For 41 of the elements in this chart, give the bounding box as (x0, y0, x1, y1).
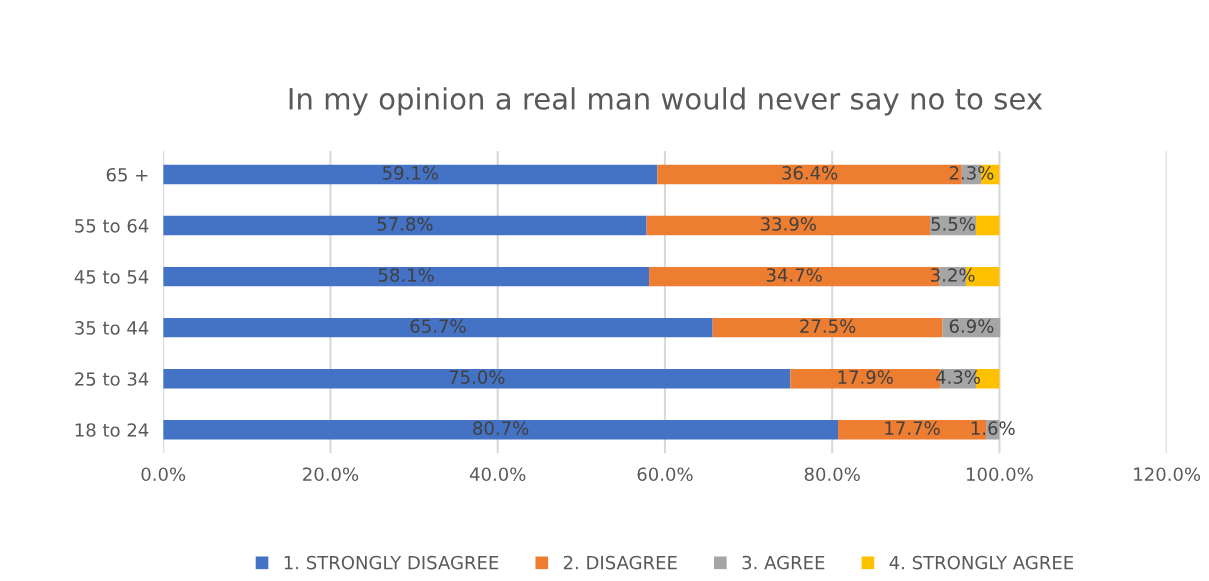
legend-label: 2. DISAGREE (563, 555, 677, 570)
data-label: 58.1% (378, 268, 434, 282)
y-tick-label: 18 to 24 (75, 423, 149, 437)
bar (163, 215, 647, 236)
data-label: 17.7% (885, 421, 940, 435)
data-label: 59.1% (383, 166, 438, 180)
bar (163, 266, 650, 287)
legend-label: 1. STRONGLY DISAGREE (284, 555, 499, 570)
y-tick-label: 65 + (106, 167, 148, 182)
data-label: 34.7% (766, 268, 822, 282)
bar (646, 215, 931, 236)
x-tick-label: 60.0% (637, 467, 693, 482)
y-tick-label: 25 to 34 (75, 372, 149, 386)
data-label: 57.8% (377, 217, 433, 231)
data-label: 36.4% (782, 166, 838, 180)
x-tick-label: 80.0% (804, 467, 860, 482)
data-label: 6.9% (949, 319, 994, 333)
legend-label: 3. AGREE (742, 555, 825, 570)
y-tick-label: 55 to 64 (75, 219, 149, 233)
data-label: 80.7% (473, 421, 529, 435)
bar (163, 420, 839, 440)
data-label: 17.9% (838, 370, 893, 384)
x-tick-label: 20.0% (303, 467, 359, 482)
bar (163, 317, 713, 338)
data-label: 5.5% (931, 217, 975, 231)
chart-title: In my opinion a real man would never say no to sex (289, 87, 1043, 116)
bar (976, 215, 1000, 236)
x-tick-label: 40.0% (469, 467, 526, 482)
legend-label: 4. STRONGLY AGREE (889, 555, 1074, 570)
x-tick-label: 100.0% (967, 467, 1033, 482)
y-tick-label: 35 to 44 (75, 321, 149, 335)
data-label: 33.9% (760, 217, 816, 231)
data-label: 75.0% (449, 370, 505, 384)
x-tick-label: 120.0% (1134, 467, 1201, 482)
bar (712, 317, 943, 338)
bar (163, 369, 791, 389)
data-label: 27.5% (800, 319, 856, 333)
x-tick-label: 0.0% (141, 467, 186, 482)
bar (163, 164, 658, 185)
y-tick-label: 45 to 54 (74, 270, 149, 284)
data-label: 65.7% (410, 319, 466, 333)
